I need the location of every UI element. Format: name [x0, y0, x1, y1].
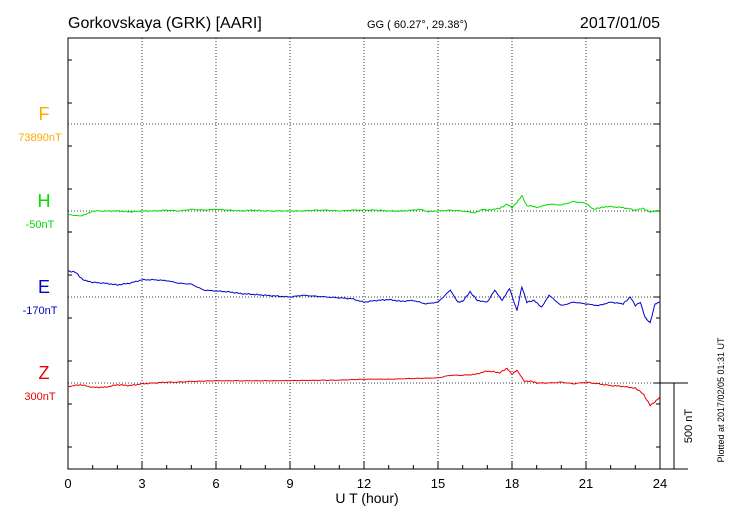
x-axis-label: U T (hour) — [335, 490, 398, 506]
station-title: Gorkovskaya (GRK) [AARI] — [68, 15, 262, 32]
baseline-label-e: -170nT — [23, 305, 58, 317]
x-tick-label: 15 — [431, 476, 445, 491]
x-tick-label: 12 — [357, 476, 371, 491]
series-h-line — [67, 194, 661, 217]
scale-bar-label: 500 nT — [683, 409, 695, 444]
x-tick-label: 18 — [505, 476, 519, 491]
component-label-e: E — [38, 277, 50, 297]
baseline-label-z: 300nT — [24, 391, 55, 403]
plotted-at-note: Plotted at 2017/02/05 01:31 UT — [716, 337, 726, 463]
series-e-line — [67, 270, 661, 324]
component-label-f: F — [39, 104, 50, 124]
x-tick-label: 21 — [579, 476, 593, 491]
x-tick-label: 6 — [212, 476, 219, 491]
component-label-z: Z — [39, 363, 50, 383]
x-tick-label: 3 — [138, 476, 145, 491]
date-label: 2017/01/05 — [580, 15, 660, 32]
x-tick-label: 0 — [64, 476, 71, 491]
coordinates-label: GG ( 60.27°, 29.38°) — [367, 19, 468, 31]
series-group — [67, 194, 661, 407]
x-tick-label: 24 — [653, 476, 667, 491]
component-labels: F 73890nT H -50nT E -170nT Z 300nT — [18, 104, 62, 403]
baseline-label-f: 73890nT — [18, 132, 62, 144]
x-axis: 0 3 6 9 12 15 18 21 24 — [64, 59, 667, 491]
series-z-line — [67, 367, 661, 407]
component-label-h: H — [38, 191, 51, 211]
scale-bar: 500 nT — [660, 382, 695, 470]
x-tick-label: 9 — [286, 476, 293, 491]
grid — [68, 37, 660, 469]
baseline-label-h: -50nT — [26, 219, 55, 231]
